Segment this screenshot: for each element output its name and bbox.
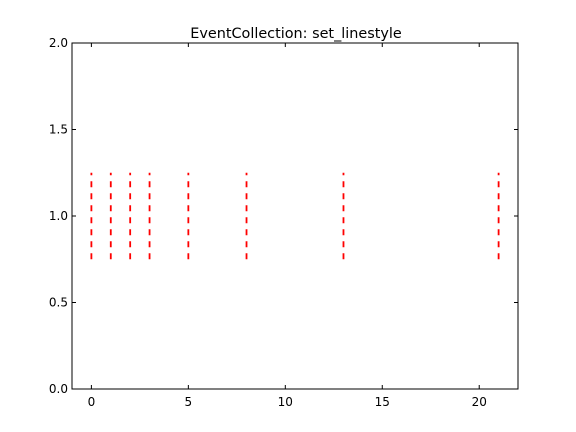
plot-area: 0 5 10 15 20 0.0 0.5 1.0 1.5 2.0	[49, 36, 519, 409]
y-tick-label-4: 2.0	[49, 36, 68, 50]
x-tick-label-1: 5	[185, 395, 193, 409]
y-tick-label-0: 0.0	[49, 382, 68, 396]
y-tick-label-1: 0.5	[49, 296, 68, 310]
x-tick-label-3: 15	[375, 395, 390, 409]
y-tick-label-3: 1.5	[49, 123, 68, 137]
x-tick-label-4: 20	[472, 395, 487, 409]
chart-title: EventCollection: set_linestyle	[190, 26, 402, 42]
x-tick-label-0: 0	[88, 395, 96, 409]
y-tick-label-2: 1.0	[49, 209, 68, 223]
x-tick-label-2: 10	[278, 395, 293, 409]
